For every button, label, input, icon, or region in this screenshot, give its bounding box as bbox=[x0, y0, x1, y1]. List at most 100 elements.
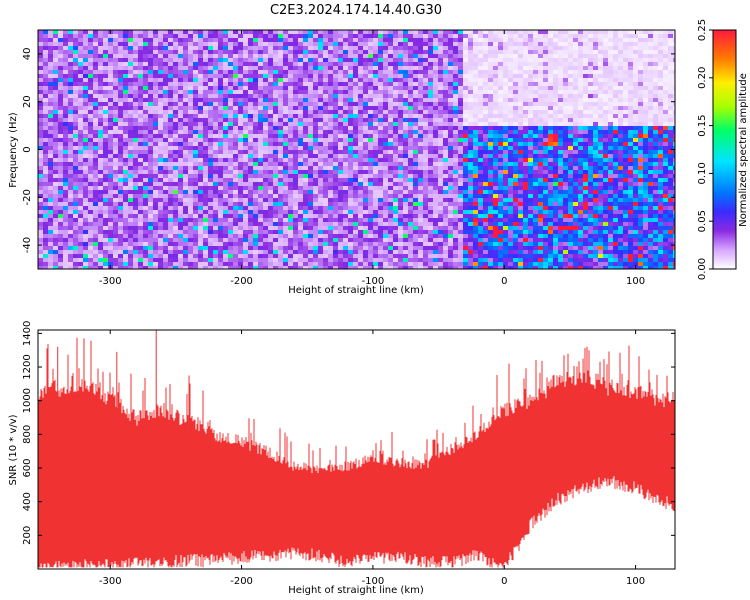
heatmap-cell bbox=[343, 66, 348, 70]
heatmap-cell bbox=[373, 238, 378, 242]
heatmap-cell bbox=[218, 258, 223, 262]
heatmap-cell bbox=[73, 210, 78, 214]
heatmap-cell bbox=[103, 174, 108, 178]
heatmap-cell bbox=[323, 46, 328, 50]
heatmap-cell bbox=[133, 58, 138, 62]
heatmap-cell bbox=[428, 194, 433, 198]
heatmap-cell bbox=[138, 78, 143, 82]
heatmap-cell bbox=[98, 258, 103, 262]
heatmap-cell bbox=[433, 118, 438, 122]
heatmap-cell bbox=[208, 82, 213, 86]
heatmap-cell bbox=[73, 246, 78, 250]
heatmap-cell bbox=[63, 138, 68, 142]
heatmap-cell bbox=[388, 154, 393, 158]
heatmap-cell bbox=[183, 114, 188, 118]
heatmap-cell bbox=[193, 106, 198, 110]
heatmap-cell bbox=[348, 230, 353, 234]
heatmap-cell bbox=[303, 178, 308, 182]
heatmap-cell bbox=[228, 230, 233, 234]
heatmap-cell bbox=[98, 122, 103, 126]
heatmap-cell bbox=[73, 154, 78, 158]
heatmap-cell bbox=[173, 82, 178, 86]
heatmap-cell bbox=[268, 70, 273, 74]
heatmap-cell bbox=[338, 198, 343, 202]
heatmap-cell bbox=[308, 202, 313, 206]
heatmap-cell bbox=[238, 70, 243, 74]
heatmap-cell bbox=[413, 266, 418, 269]
heatmap-cell bbox=[38, 242, 43, 246]
heatmap-cell bbox=[63, 146, 68, 150]
heatmap-cell bbox=[288, 170, 293, 174]
heatmap-cell bbox=[173, 250, 178, 254]
heatmap-cell bbox=[178, 178, 183, 182]
heatmap-cell bbox=[273, 122, 278, 126]
heatmap-cell bbox=[243, 102, 248, 106]
heatmap-cell bbox=[433, 50, 438, 54]
heatmap-cell bbox=[243, 226, 248, 230]
heatmap-cell bbox=[128, 50, 133, 54]
heatmap-cell bbox=[38, 30, 43, 34]
heatmap-cell bbox=[218, 162, 223, 166]
heatmap-cell bbox=[268, 66, 273, 70]
heatmap-cell bbox=[193, 50, 198, 54]
heatmap-cell bbox=[288, 162, 293, 166]
heatmap-cell bbox=[73, 142, 78, 146]
heatmap-cell bbox=[178, 202, 183, 206]
heatmap-cell bbox=[258, 130, 263, 134]
heatmap-cell bbox=[258, 74, 263, 78]
heatmap-cell bbox=[288, 178, 293, 182]
heatmap-cell bbox=[188, 58, 193, 62]
heatmap-cell bbox=[358, 70, 363, 74]
heatmap-cell bbox=[413, 50, 418, 54]
heatmap-cell bbox=[148, 122, 153, 126]
heatmap-cell bbox=[233, 262, 238, 266]
heatmap-cell bbox=[128, 242, 133, 246]
heatmap-cell bbox=[373, 30, 378, 34]
heatmap-cell bbox=[398, 206, 403, 210]
heatmap-cell bbox=[98, 242, 103, 246]
heatmap-cell bbox=[383, 138, 388, 142]
heatmap-cell bbox=[243, 38, 248, 42]
heatmap-cell bbox=[428, 106, 433, 110]
heatmap-cell bbox=[73, 66, 78, 70]
heatmap-cell bbox=[308, 230, 313, 234]
heatmap-cell bbox=[338, 106, 343, 110]
heatmap-cell bbox=[158, 146, 163, 150]
heatmap-cell bbox=[278, 226, 283, 230]
heatmap-cell bbox=[183, 170, 188, 174]
heatmap-cell bbox=[203, 262, 208, 266]
heatmap-cell bbox=[253, 106, 258, 110]
heatmap-cell bbox=[238, 214, 243, 218]
heatmap-cell bbox=[293, 234, 298, 238]
heatmap-cell bbox=[123, 262, 128, 266]
heatmap-cell bbox=[323, 70, 328, 74]
heatmap-cell bbox=[173, 130, 178, 134]
heatmap-cell bbox=[338, 154, 343, 158]
heatmap-cell bbox=[263, 146, 268, 150]
heatmap-cell bbox=[83, 114, 88, 118]
heatmap-cell bbox=[123, 58, 128, 62]
heatmap-cell bbox=[238, 238, 243, 242]
heatmap-cell bbox=[58, 186, 63, 190]
heatmap-cell bbox=[283, 178, 288, 182]
heatmap-cell bbox=[268, 226, 273, 230]
heatmap-cell bbox=[288, 258, 293, 262]
heatmap-cell bbox=[363, 258, 368, 262]
heatmap-cell bbox=[428, 226, 433, 230]
heatmap-cell bbox=[388, 110, 393, 114]
heatmap-cell bbox=[218, 222, 223, 226]
heatmap-cell bbox=[423, 102, 428, 106]
heatmap-cell bbox=[68, 142, 73, 146]
heatmap-cell bbox=[218, 62, 223, 66]
heatmap-cell bbox=[188, 254, 193, 258]
heatmap-cell bbox=[103, 242, 108, 246]
heatmap-cell bbox=[113, 234, 118, 238]
heatmap-cell bbox=[223, 54, 228, 58]
heatmap-cell bbox=[438, 134, 443, 138]
heatmap-cell bbox=[288, 30, 293, 34]
heatmap-cell bbox=[283, 162, 288, 166]
heatmap-cell bbox=[108, 258, 113, 262]
heatmap-cell bbox=[343, 70, 348, 74]
heatmap-cell bbox=[113, 38, 118, 42]
heatmap-cell bbox=[148, 106, 153, 110]
